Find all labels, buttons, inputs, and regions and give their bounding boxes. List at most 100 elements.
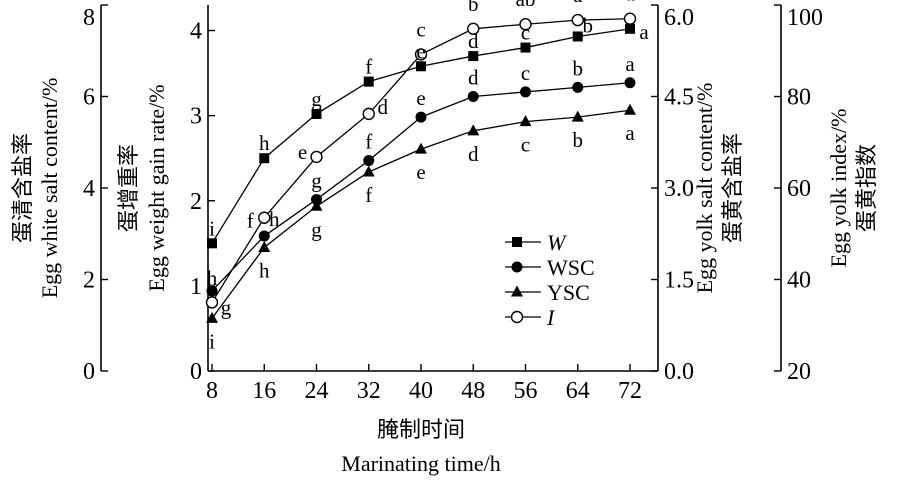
- significance-letter-w: f: [365, 55, 372, 79]
- significance-letter-i: g: [221, 295, 232, 319]
- y-axis-title-white_salt-0: 蛋清含盐率: [11, 133, 36, 243]
- x-tick-label: 24: [305, 378, 329, 404]
- data-point-i: [310, 150, 323, 164]
- data-point-w: [520, 42, 531, 53]
- legend-marker-ysc: [511, 285, 523, 297]
- significance-letter-w: a: [639, 20, 649, 44]
- x-tick-label: 8: [206, 378, 218, 404]
- x-tick-label: 40: [409, 378, 433, 404]
- significance-letter-w: c: [521, 21, 530, 45]
- y-axis-title-weight_gain-0: 蛋增重率: [117, 144, 142, 232]
- significance-letter-i: ab: [516, 0, 536, 11]
- legend-label-i: I: [546, 305, 556, 330]
- data-point-ysc: [624, 103, 636, 115]
- y-tick-label-yolk_index: 40: [787, 268, 811, 294]
- legend-marker-i: [510, 310, 524, 324]
- data-point-ysc: [571, 110, 584, 122]
- data-point-ysc: [362, 165, 375, 177]
- y-tick-label-yolk_salt: 6.0: [664, 5, 694, 31]
- significance-letter-wsc: f: [365, 130, 372, 154]
- y-tick-label-yolk_salt: 1.5: [664, 268, 694, 294]
- y-axis-title-white_salt-1: Egg white salt content/%: [37, 78, 62, 299]
- data-point-ysc: [467, 124, 480, 136]
- y-tick-label-yolk_salt: 3.0: [664, 176, 694, 202]
- y-tick-label-white_salt: 8: [83, 5, 95, 31]
- y-tick-label-yolk_index: 20: [787, 359, 811, 385]
- significance-letter-i: b: [468, 0, 479, 16]
- y-tick-label-yolk_index: 100: [787, 5, 823, 31]
- y-tick-label-white_salt: 6: [83, 85, 95, 111]
- significance-letter-w: i: [209, 216, 215, 240]
- significance-letter-ysc: f: [365, 183, 372, 207]
- x-tick-label: 16: [252, 378, 276, 404]
- legend-label-wsc: WSC: [547, 255, 595, 280]
- significance-letter-ysc: h: [259, 258, 270, 282]
- data-point-wsc: [415, 111, 427, 123]
- significance-letter-ysc: c: [521, 133, 530, 157]
- significance-letter-ysc: a: [625, 121, 635, 145]
- significance-letter-wsc: h: [207, 266, 218, 290]
- data-point-i: [519, 18, 532, 31]
- y-axis-title-yolk_salt-1: 蛋黄含盐率: [721, 133, 746, 243]
- data-point-w: [207, 238, 217, 249]
- y-tick-label-yolk_salt: 4.5: [664, 85, 694, 111]
- data-point-w: [363, 76, 374, 87]
- x-axis-label-en: Marinating time/h: [341, 451, 500, 476]
- data-point-ysc: [310, 199, 323, 211]
- data-point-ysc: [258, 240, 271, 252]
- y-tick-label-weight_gain: 2: [190, 189, 202, 215]
- data-point-ysc: [519, 115, 532, 127]
- data-point-w: [311, 108, 322, 119]
- significance-letter-i: a: [573, 0, 583, 7]
- data-point-wsc: [363, 155, 375, 167]
- data-point-wsc: [206, 285, 218, 297]
- significance-letter-i: d: [378, 95, 389, 119]
- data-point-wsc: [624, 77, 636, 89]
- data-point-i: [362, 107, 375, 121]
- data-point-w: [416, 61, 426, 72]
- series-w: [207, 23, 635, 249]
- significance-letter-ysc: b: [573, 128, 584, 152]
- significance-letter-w: g: [311, 87, 322, 111]
- data-point-ysc: [206, 311, 218, 323]
- significance-letter-ysc: i: [209, 329, 215, 353]
- data-point-wsc: [520, 86, 531, 98]
- significance-letter-w: d: [468, 29, 479, 53]
- significance-letters-group: ihgfedcbahhgfedcbaihgfedcbagfedcbabaa: [207, 0, 650, 353]
- significance-letter-i: e: [298, 140, 307, 164]
- data-point-i: [205, 296, 219, 309]
- data-point-ysc: [415, 142, 427, 154]
- y-axis-title-yolk_index-0: Egg yolk index/%: [826, 109, 851, 268]
- series-ysc: [206, 103, 636, 323]
- significance-letter-w: h: [259, 131, 270, 155]
- data-point-i: [414, 48, 428, 61]
- data-point-i: [258, 211, 271, 224]
- y-tick-label-weight_gain: 3: [190, 104, 202, 130]
- y-tick-label-white_salt: 2: [83, 268, 95, 294]
- significance-letter-wsc: e: [416, 86, 425, 110]
- y-tick-label-weight_gain: 1: [190, 274, 202, 300]
- y-axis-title-weight_gain-1: Egg weight gain rate/%: [144, 84, 169, 291]
- legend-marker-wsc: [511, 261, 523, 273]
- significance-letter-wsc: c: [521, 61, 530, 85]
- y-axis-title-yolk_index-1: 蛋黄指数: [855, 144, 880, 232]
- x-axis-label-cn: 腌制时间: [377, 418, 465, 443]
- y-tick-label-weight_gain: 4: [190, 19, 202, 45]
- y-tick-label-weight_gain: 0: [190, 359, 202, 385]
- data-point-i: [571, 13, 584, 27]
- significance-letter-ysc: d: [468, 142, 479, 166]
- significance-letter-i: f: [247, 209, 254, 233]
- series-wsc: [206, 77, 636, 297]
- significance-letter-wsc: a: [625, 52, 635, 76]
- data-point-w: [625, 23, 635, 34]
- significance-letter-i: a: [625, 0, 635, 6]
- significance-letter-w: b: [583, 13, 594, 37]
- data-point-wsc: [572, 81, 584, 93]
- significance-letter-wsc: b: [573, 56, 584, 80]
- series-i: [205, 12, 637, 309]
- y-axis-title-yolk_salt-0: Egg yolk salt content/%: [692, 83, 717, 294]
- data-point-i: [623, 12, 637, 25]
- data-point-wsc: [467, 91, 479, 102]
